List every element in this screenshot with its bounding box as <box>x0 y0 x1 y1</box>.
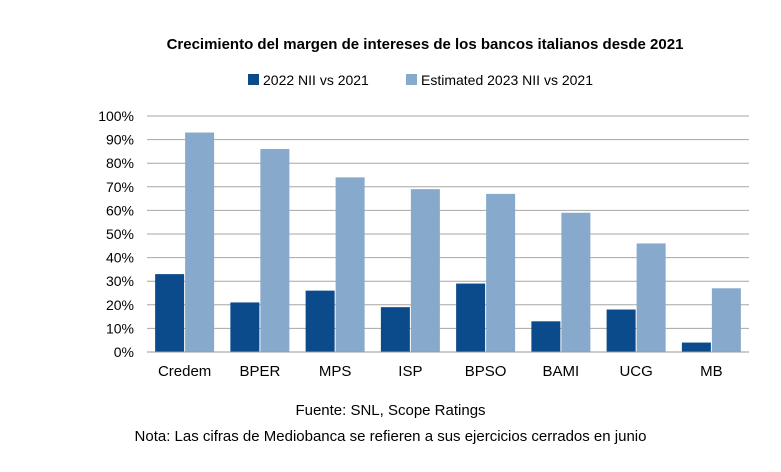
x-category-label: Credem <box>158 363 211 380</box>
y-tick-label: 30% <box>106 273 134 289</box>
x-category-label: MB <box>700 363 723 380</box>
legend: 2022 NII vs 2021 Estimated 2023 NII vs 2… <box>248 72 593 88</box>
x-category-label: UCG <box>619 363 652 380</box>
bar-2022-ucg <box>606 309 636 352</box>
y-tick-label: 0% <box>114 344 134 360</box>
legend-label-2022: 2022 NII vs 2021 <box>263 72 369 88</box>
y-tick-label: 60% <box>106 202 134 218</box>
bar-chart: Crecimiento del margen de intereses de l… <box>98 36 749 380</box>
bar-2023-bper <box>260 149 290 352</box>
legend-label-2023: Estimated 2023 NII vs 2021 <box>421 72 593 88</box>
y-axis-ticks: 0% 10% 20% 30% 40% 50% 60% 70% 80% 90% 100% <box>98 108 134 360</box>
bar-2023-mps <box>335 177 365 352</box>
bar-2023-bpso <box>486 193 516 352</box>
x-category-label: BAMI <box>543 363 580 380</box>
bar-2023-credem <box>185 132 215 352</box>
x-category-label: BPER <box>239 363 280 380</box>
y-tick-label: 50% <box>106 226 134 242</box>
chart-title: Crecimiento del margen de intereses de l… <box>167 36 684 53</box>
x-category-label: MPS <box>319 363 352 380</box>
legend-swatch-2023 <box>406 74 417 85</box>
bar-2022-bpso <box>456 283 486 352</box>
x-category-label: ISP <box>398 363 422 380</box>
note-text: Nota: Las cifras de Mediobanca se refier… <box>134 428 647 445</box>
source-text: Fuente: SNL, Scope Ratings <box>295 402 486 419</box>
x-category-label: BPSO <box>465 363 507 380</box>
y-tick-label: 90% <box>106 132 134 148</box>
y-tick-label: 40% <box>106 250 134 266</box>
legend-swatch-2022 <box>248 74 259 85</box>
bar-2022-isp <box>380 307 410 352</box>
bar-2022-mb <box>681 342 711 352</box>
bar-2022-credem <box>155 274 185 352</box>
bar-2023-isp <box>410 189 440 352</box>
bar-2023-ucg <box>636 243 666 352</box>
y-tick-label: 100% <box>98 108 134 124</box>
bar-2022-bper <box>230 302 260 352</box>
y-tick-label: 80% <box>106 155 134 171</box>
y-tick-label: 20% <box>106 297 134 313</box>
bar-2023-mb <box>711 288 741 352</box>
bar-2023-bami <box>561 212 591 352</box>
y-tick-label: 70% <box>106 179 134 195</box>
bar-2022-mps <box>305 290 335 352</box>
bar-2022-bami <box>531 321 561 352</box>
bars <box>155 132 741 352</box>
y-tick-label: 10% <box>106 320 134 336</box>
x-axis-categories: Credem BPER MPS ISP BPSO BAMI UCG MB <box>158 363 723 380</box>
